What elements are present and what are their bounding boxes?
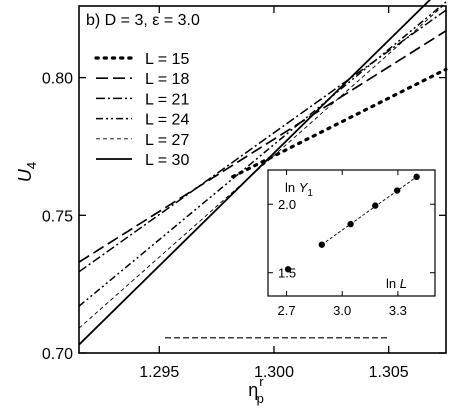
series-line-3 bbox=[78, 9, 447, 273]
inset-data-point bbox=[413, 173, 420, 181]
inset-fit-line-group bbox=[321, 176, 417, 246]
inset-x-label: ln L bbox=[386, 276, 407, 291]
legend-label-3: L = 21 bbox=[145, 91, 189, 108]
legend-label-5: L = 27 bbox=[145, 132, 189, 149]
inset-data-point bbox=[347, 220, 354, 228]
series-line-6 bbox=[78, 0, 432, 346]
main-series-group bbox=[78, 0, 448, 346]
y-tick-label: 0.70 bbox=[42, 346, 73, 363]
inset-y-tick-label: 1.5 bbox=[278, 266, 296, 281]
panel-title: b) D = 3, ε = 3.0 bbox=[86, 12, 200, 29]
x-tick-label: 1.305 bbox=[369, 364, 409, 381]
main-plot-frame bbox=[78, 5, 447, 354]
legend-label-1: L = 15 bbox=[145, 51, 189, 68]
y-tick-label: 0.80 bbox=[42, 71, 73, 88]
series-line-2 bbox=[78, 30, 447, 263]
inset-data-point bbox=[372, 202, 379, 209]
inset-x-tick-label: 3.0 bbox=[333, 303, 351, 318]
inset-y-tick-label: 2.0 bbox=[278, 197, 296, 212]
main-x-ticks: 1.295 1.300 1.305 bbox=[139, 6, 409, 381]
inset-x-tick-label: 2.7 bbox=[278, 303, 296, 318]
inset-y-ticks: 1.5 2.0 bbox=[268, 197, 435, 281]
inset-fit-line bbox=[321, 176, 417, 246]
series-line-5 bbox=[78, 2, 447, 329]
inset-x-tick-label: 3.3 bbox=[389, 303, 407, 318]
inset-data-point bbox=[284, 266, 292, 273]
series-line-1 bbox=[231, 67, 448, 179]
inset-data-point bbox=[393, 187, 401, 194]
main-y-ticks: 0.70 0.75 0.80 bbox=[42, 71, 446, 363]
x-tick-label: 1.295 bbox=[139, 364, 179, 381]
legend-label-2: L = 18 bbox=[145, 71, 189, 88]
x-axis-label: ηr p bbox=[248, 374, 264, 406]
legend-label-6: L = 30 bbox=[145, 152, 189, 169]
inset-frame bbox=[267, 169, 436, 297]
inset-data-point bbox=[318, 241, 326, 248]
x-tick-label: 1.300 bbox=[254, 364, 294, 381]
y-axis-label: U4 bbox=[15, 162, 39, 182]
inset-points-group bbox=[284, 173, 420, 273]
inset-x-ticks: 2.7 3.0 3.3 bbox=[278, 170, 407, 318]
legend: L = 15 L = 18 L = 21 L = 24 L = 27 L = 30 bbox=[94, 51, 189, 169]
y-tick-label: 0.75 bbox=[42, 208, 73, 225]
legend-label-4: L = 24 bbox=[145, 112, 189, 129]
inset-y-label: ln Y1 bbox=[285, 180, 313, 199]
